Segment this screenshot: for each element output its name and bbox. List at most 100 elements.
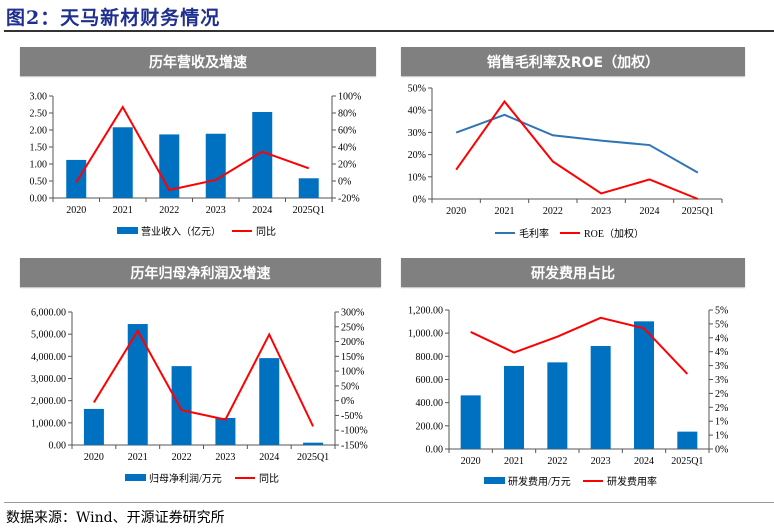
x-tick-label: 2024 (252, 205, 272, 216)
legend-label: 营业收入（亿元） (141, 225, 221, 238)
left-tick-label: 1,000.00 (31, 418, 66, 429)
legend-label: 同比 (259, 473, 279, 485)
x-tick-label: 2024 (634, 456, 654, 467)
left-tick-label: 3.00 (30, 92, 48, 103)
x-tick-label: 2025Q1 (293, 205, 325, 216)
right-tick-label: 4% (715, 347, 728, 358)
x-tick-label: 2020 (84, 452, 104, 463)
legend-label: 归母净利润/万元 (149, 472, 222, 485)
x-tick-label: 2021 (128, 452, 148, 463)
left-tick-label: 600.00 (416, 375, 444, 386)
x-tick-label: 2020 (446, 206, 466, 217)
left-tick-label: 0% (413, 195, 426, 206)
right-tick-label: 3% (715, 375, 728, 386)
left-tick-label: 50% (408, 84, 426, 95)
bar-2022 (547, 362, 568, 449)
left-tick-label: 0.00 (49, 441, 67, 452)
left-tick-label: 2.00 (30, 126, 48, 137)
right-tick-label: 300% (341, 308, 364, 319)
x-tick-label: 2022 (547, 456, 567, 467)
left-tick-label: 20% (408, 150, 426, 161)
x-tick-label: 2023 (591, 456, 611, 467)
panel-title-rd: 研发费用占比 (401, 258, 745, 287)
left-tick-label: 2.50 (30, 109, 48, 120)
right-tick-label: 50% (341, 381, 359, 392)
bar-2024 (259, 358, 280, 445)
x-tick-label: 2020 (461, 456, 481, 467)
x-tick-label: 2020 (66, 205, 86, 216)
right-tick-label: -150% (341, 441, 368, 452)
line-series-0 (455, 113, 699, 174)
x-tick-label: 2021 (495, 206, 515, 217)
right-tick-label: 100% (338, 92, 361, 103)
left-tick-label: 0.50 (30, 177, 48, 188)
x-tick-label: 2021 (504, 456, 524, 467)
legend-swatch-bar (125, 474, 146, 481)
right-tick-label: 2% (715, 403, 728, 414)
bar-2021 (127, 324, 148, 445)
left-tick-label: 1,000.00 (408, 329, 443, 340)
chart-1: 0% 10% 20% 30% 40% 50% 2020 2021 2022 2023 2024 202… (408, 84, 723, 240)
line-series-1 (75, 105, 310, 192)
right-tick-label: 5% (715, 319, 728, 330)
right-tick-label: 1% (715, 431, 728, 442)
left-tick-label: 30% (408, 128, 426, 139)
left-tick-label: 2,000.00 (31, 396, 66, 407)
right-tick-label: 3% (715, 361, 728, 372)
figure-title: 图2：天马新材财务情况 (6, 7, 221, 29)
right-tick-label: 80% (338, 109, 356, 120)
bar-2025Q1 (677, 431, 698, 449)
right-tick-label: 100% (341, 367, 364, 378)
chart-0: 0.00 0.50 1.00 1.50 2.00 2.50 3.00 -20% 0% 20% 40%… (30, 92, 362, 239)
left-tick-label: 0.00 (30, 194, 48, 205)
bar-2020 (83, 408, 104, 445)
bar-2020 (460, 395, 481, 449)
x-tick-label: 2025Q1 (682, 206, 714, 217)
legend-label: 研发费用/万元 (508, 475, 571, 488)
x-tick-label: 2022 (159, 205, 179, 216)
chart-3: 0.00 200.00 400.00 600.00 800.00 1,000.00 1,20… (408, 306, 728, 489)
x-tick-label: 2024 (640, 206, 660, 217)
right-tick-label: 250% (341, 322, 364, 333)
legend-swatch-bar (484, 477, 505, 484)
left-tick-label: 1.50 (30, 143, 48, 154)
left-tick-label: 800.00 (416, 352, 444, 363)
legend-label: 研发费用率 (607, 475, 657, 488)
footer-divider (4, 502, 774, 503)
left-tick-label: 10% (408, 172, 426, 183)
bar-2023 (205, 133, 226, 198)
x-tick-label: 2025Q1 (671, 456, 703, 467)
right-tick-label: 40% (338, 143, 356, 154)
right-tick-label: 60% (338, 126, 356, 137)
right-tick-label: 20% (338, 160, 356, 171)
bar-2023 (215, 417, 236, 445)
panel-title-revenue: 历年营收及增速 (20, 47, 376, 76)
line-series-1 (93, 328, 314, 427)
right-tick-label: -100% (341, 426, 368, 437)
legend-label: 同比 (256, 226, 276, 238)
left-tick-label: 40% (408, 106, 426, 117)
left-tick-label: 4,000.00 (31, 352, 66, 363)
line-series-1 (470, 316, 689, 375)
bar-2021 (112, 127, 133, 198)
x-tick-label: 2022 (172, 452, 192, 463)
left-tick-label: 200.00 (416, 421, 444, 432)
legend-label: ROE（加权） (584, 227, 644, 240)
bar-2024 (634, 321, 654, 449)
right-tick-label: -20% (338, 194, 360, 205)
right-tick-label: 200% (341, 337, 364, 348)
legend-swatch-bar (117, 227, 138, 234)
right-tick-label: 2% (715, 389, 728, 400)
x-tick-label: 2024 (259, 452, 279, 463)
bar-2022 (171, 366, 192, 445)
panel-title-margin-roe: 销售毛利率及ROE（加权） (401, 47, 745, 76)
right-tick-label: 1% (715, 417, 728, 428)
right-tick-label: 0% (338, 177, 351, 188)
right-tick-label: 5% (715, 306, 728, 317)
bar-2025Q1 (298, 178, 319, 198)
x-tick-label: 2023 (591, 206, 611, 217)
x-tick-label: 2021 (113, 205, 133, 216)
right-tick-label: 0% (341, 396, 354, 407)
